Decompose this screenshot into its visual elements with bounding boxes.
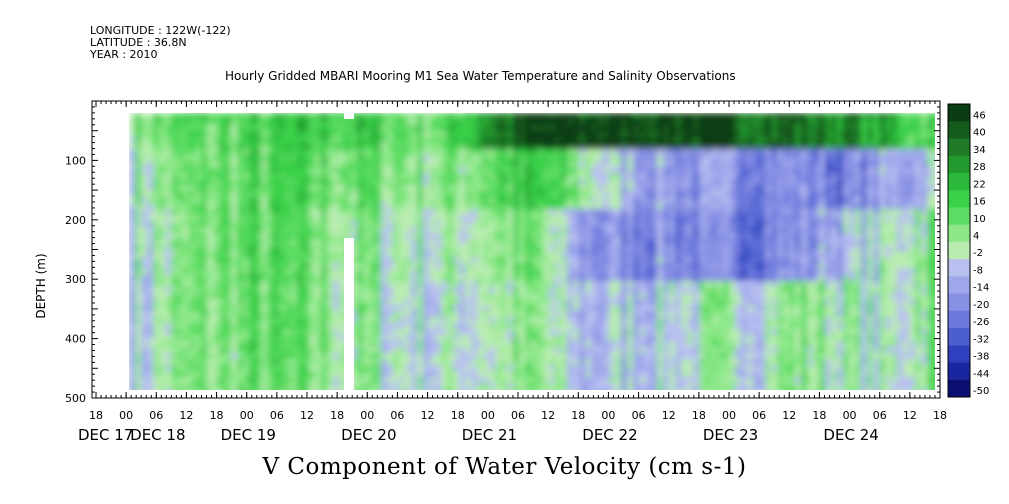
latitude-label: LATITUDE : 36.8N	[90, 36, 187, 49]
y-tick-label: 300	[65, 273, 86, 286]
x-tick-label: 06	[632, 409, 646, 422]
longitude-label: LONGITUDE : 122W(-122)	[90, 24, 231, 37]
x-tick-label: 18	[571, 409, 585, 422]
x-tick-label: 18	[89, 409, 103, 422]
x-tick-label: 12	[421, 409, 435, 422]
colorbar-swatch	[948, 138, 970, 157]
x-date-label: DEC 17	[78, 426, 133, 444]
y-tick-label: 200	[65, 214, 86, 227]
x-tick-label: 06	[873, 409, 887, 422]
colorbar-swatch	[948, 155, 970, 174]
x-tick-label: 00	[119, 409, 133, 422]
x-tick-label: 00	[601, 409, 615, 422]
colorbar-swatch	[948, 293, 970, 312]
year-label: YEAR : 2010	[90, 48, 158, 61]
x-tick-label: 00	[843, 409, 857, 422]
colorbar-label: -8	[973, 265, 983, 276]
colorbar-label: -38	[973, 352, 989, 363]
x-tick-label: 06	[511, 409, 525, 422]
x-tick-label: 18	[692, 409, 706, 422]
colorbar-swatch	[948, 224, 970, 243]
x-date-label: DEC 21	[462, 426, 517, 444]
x-tick-label: 18	[451, 409, 465, 422]
x-tick-label: 00	[722, 409, 736, 422]
x-tick-label: 06	[752, 409, 766, 422]
x-tick-label: 12	[903, 409, 917, 422]
x-date-label: DEC 19	[221, 426, 276, 444]
colorbar-label: 46	[973, 110, 986, 121]
colorbar-label: 10	[973, 214, 986, 225]
x-tick-label: 00	[481, 409, 495, 422]
x-tick-label: 12	[300, 409, 314, 422]
colorbar-label: -44	[973, 369, 989, 380]
x-tick-label: 00	[240, 409, 254, 422]
colorbar-swatch	[948, 172, 970, 191]
colorbar-swatch	[948, 190, 970, 208]
colorbar-swatch	[948, 276, 970, 295]
heatmap-field	[129, 113, 935, 390]
colorbar-label: -2	[973, 248, 983, 259]
y-tick-label: 400	[65, 333, 86, 346]
colorbar-label: -26	[973, 317, 989, 328]
colorbar-label: 16	[973, 197, 986, 208]
chart-title: Hourly Gridded MBARI Mooring M1 Sea Wate…	[225, 69, 736, 83]
x-tick-label: 06	[149, 409, 163, 422]
x-date-label: DEC 23	[703, 426, 758, 444]
colorbar-label: 34	[973, 145, 986, 156]
x-date-label: DEC 20	[341, 426, 396, 444]
colorbar-label: 4	[973, 231, 979, 242]
x-tick-label: 00	[360, 409, 374, 422]
colorbar-swatch	[948, 362, 970, 381]
x-tick-label: 12	[662, 409, 676, 422]
colorbar-swatch	[948, 241, 970, 260]
y-tick-label: 500	[65, 392, 86, 405]
x-tick-label: 12	[541, 409, 555, 422]
x-tick-label: 06	[390, 409, 404, 422]
colorbar-swatch	[948, 379, 970, 398]
colorbar-label: 28	[973, 162, 986, 173]
x-tick-label: 06	[270, 409, 284, 422]
colorbar-swatch	[948, 104, 970, 122]
data-gap-top	[344, 113, 354, 119]
x-tick-label: 12	[179, 409, 193, 422]
x-date-label: DEC 22	[582, 426, 637, 444]
x-tick-label: 12	[782, 409, 796, 422]
x-tick-label: 18	[210, 409, 224, 422]
colorbar-label: 40	[973, 128, 986, 139]
y-axis-label: DEPTH (m)	[34, 253, 48, 318]
colorbar-label: -14	[973, 283, 989, 294]
x-tick-label: 18	[933, 409, 947, 422]
data-gap	[344, 238, 354, 390]
colorbar-swatch	[948, 259, 970, 277]
y-tick-label: 100	[65, 154, 86, 167]
colorbar: 46 40 34 28 22 16 10 4 -2 -8 -14 -20 -26 -32 -38 -44 -50	[947, 103, 989, 398]
colorbar-swatch	[948, 328, 970, 346]
colorbar-label: -20	[973, 300, 989, 311]
colorbar-swatch	[948, 310, 970, 329]
x-axis-label: V Component of Water Velocity (cm s-1)	[262, 454, 747, 480]
colorbar-swatch	[948, 345, 970, 364]
colorbar-label: -32	[973, 334, 989, 345]
colorbar-label: 22	[973, 179, 986, 190]
x-date-label: DEC 24	[823, 426, 878, 444]
colorbar-swatch	[948, 121, 970, 139]
x-tick-label: 18	[330, 409, 344, 422]
colorbar-frame	[947, 103, 971, 398]
colorbar-label: -50	[973, 386, 989, 397]
colorbar-swatch	[948, 207, 970, 226]
axes: 18 00 06 12 18 00 06 12 18 00 06 12 18 00 06 12 18 00 06 12…	[65, 100, 947, 444]
x-date-label: DEC 18	[130, 426, 185, 444]
x-tick-label: 18	[812, 409, 826, 422]
